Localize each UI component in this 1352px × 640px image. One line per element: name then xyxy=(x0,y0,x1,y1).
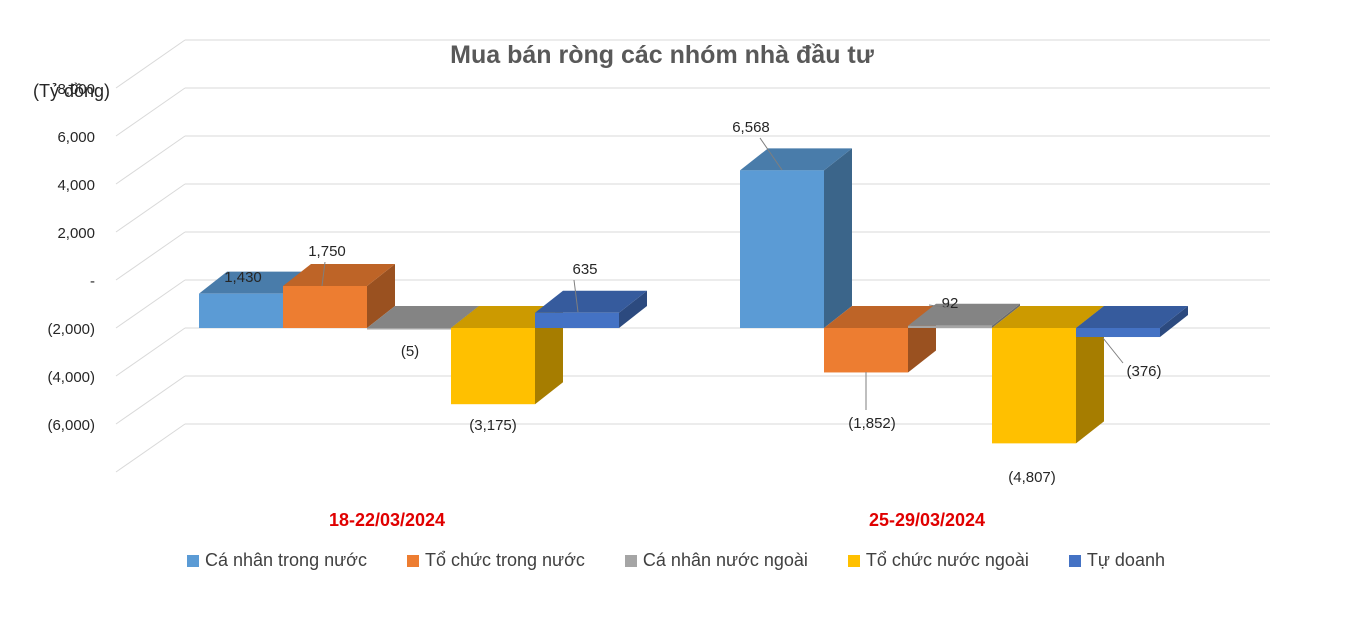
bar xyxy=(535,290,647,328)
bar xyxy=(451,306,563,405)
legend-label: Tổ chức nước ngoài xyxy=(865,550,1029,570)
bar xyxy=(740,148,852,328)
bar xyxy=(1076,306,1188,338)
gridline-diagonal xyxy=(115,135,186,185)
y-tick-label: 8,000 xyxy=(57,81,95,98)
legend-swatch xyxy=(624,554,637,567)
y-tick-label: - xyxy=(90,273,95,290)
y-tick-label: (6,000) xyxy=(47,417,95,434)
gridline-diagonal xyxy=(115,87,186,137)
gridline-diagonal xyxy=(115,279,186,329)
legend-item: Tự doanh xyxy=(1068,550,1165,571)
leader-line xyxy=(1102,337,1124,364)
legend-swatch xyxy=(1068,554,1081,567)
legend-swatch xyxy=(847,554,860,567)
legend-label: Tổ chức trong nước xyxy=(424,550,585,570)
y-axis-unit: (Tỷ đồng) xyxy=(33,81,110,101)
data-label: (4,807) xyxy=(1008,469,1056,486)
data-label: (3,175) xyxy=(469,417,517,434)
data-label: (1,852) xyxy=(848,415,896,432)
legend-label: Cá nhân nước ngoài xyxy=(642,550,808,570)
data-label: (376) xyxy=(1126,363,1161,380)
bars xyxy=(199,148,1188,444)
gridline-diagonal xyxy=(115,231,186,281)
data-label: 635 xyxy=(572,261,597,278)
legend: Cá nhân trong nước Tổ chức trong nước Cá n… xyxy=(0,550,1352,571)
legend-label: Cá nhân trong nước xyxy=(205,550,367,570)
data-label: 92 xyxy=(942,295,959,312)
gridline-diagonal xyxy=(115,327,186,377)
category-labels: 18-22/03/2024 25-29/03/2024 xyxy=(329,510,985,530)
legend-item: Tổ chức trong nước xyxy=(406,550,585,571)
y-tick-label: 6,000 xyxy=(57,129,95,146)
data-labels: 1,430 6,568 1,750 (1,852) (5) 92 (3,175) (4,807… xyxy=(224,119,1161,486)
legend-swatch xyxy=(406,554,419,567)
gridline-diagonal xyxy=(115,39,186,89)
legend-swatch xyxy=(187,554,199,567)
leader-line xyxy=(321,261,326,287)
legend-item: Tổ chức nước ngoài xyxy=(847,550,1029,571)
y-tick-label: 2,000 xyxy=(57,225,95,242)
bar xyxy=(992,306,1104,444)
bar xyxy=(908,303,1020,328)
data-label: 1,430 xyxy=(224,269,262,286)
y-tick-label: 4,000 xyxy=(57,177,95,194)
y-tick-label: (4,000) xyxy=(47,369,95,386)
legend-label: Tự doanh xyxy=(1086,550,1165,570)
category-label: 18-22/03/2024 xyxy=(329,510,445,530)
leader-line xyxy=(928,304,951,309)
gridline-diagonal xyxy=(115,375,186,425)
category-label: 25-29/03/2024 xyxy=(869,510,985,530)
data-label: 6,568 xyxy=(732,119,770,136)
data-label: 1,750 xyxy=(308,243,346,260)
bar xyxy=(824,306,936,373)
leader-line xyxy=(573,279,579,313)
legend-item: Cá nhân nước ngoài xyxy=(624,550,808,571)
leader-line xyxy=(759,137,783,171)
data-label: (5) xyxy=(401,343,419,360)
gridline-diagonal xyxy=(115,423,186,473)
legend-item: Cá nhân trong nước xyxy=(187,550,367,571)
y-tick-label: (2,000) xyxy=(47,321,95,338)
bar xyxy=(283,264,395,328)
chart-title: Mua bán ròng các nhóm nhà đầu tư xyxy=(450,41,875,69)
y-tick-labels: (6,000) (4,000) (2,000) - 2,000 4,000 6,000 8,0… xyxy=(47,81,95,434)
gridline-diagonal xyxy=(115,183,186,233)
